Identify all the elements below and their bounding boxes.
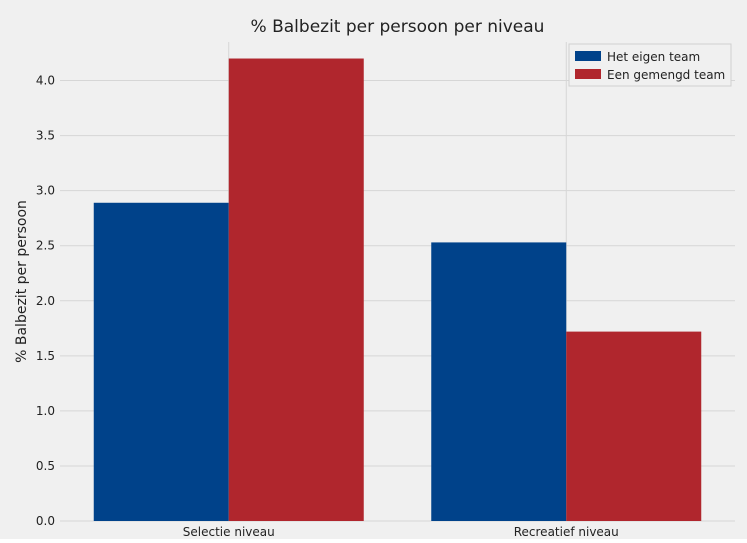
y-tick-label: 0.0 xyxy=(36,514,55,528)
bars xyxy=(93,58,702,522)
y-tick-label: 3.5 xyxy=(36,129,55,143)
chart-title: % Balbezit per persoon per niveau xyxy=(251,17,545,37)
x-axis-ticks: Selectie niveau Recreatief niveau xyxy=(183,525,619,539)
bar-het-eigen-team-recreatief-niveau xyxy=(431,242,567,522)
y-tick-label: 1.5 xyxy=(36,349,55,363)
x-tick-label: Selectie niveau xyxy=(183,525,275,539)
y-axis-label: % Balbezit per persoon xyxy=(14,200,30,363)
legend-label-het-eigen-team: Het eigen team xyxy=(607,50,700,64)
legend-swatch-het-eigen-team xyxy=(575,51,601,61)
y-tick-label: 2.5 xyxy=(36,239,55,253)
y-tick-label: 2.0 xyxy=(36,294,55,308)
y-tick-label: 3.0 xyxy=(36,184,55,198)
bar-een-gemengd-team-selectie-niveau xyxy=(228,58,364,521)
bar-het-eigen-team-selectie-niveau xyxy=(93,202,229,521)
legend: Het eigen team Een gemengd team xyxy=(568,43,732,87)
legend-swatch-een-gemengd-team xyxy=(575,69,601,79)
y-tick-label: 1.0 xyxy=(36,404,55,418)
bar-een-gemengd-team-recreatief-niveau xyxy=(566,331,702,521)
y-tick-label: 4.0 xyxy=(36,74,55,88)
legend-label-een-gemengd-team: Een gemengd team xyxy=(607,68,725,82)
y-tick-label: 0.5 xyxy=(36,459,55,473)
y-axis-ticks: 0.0 0.5 1.0 1.5 2.0 2.5 3.0 3.5 4.0 xyxy=(36,74,55,528)
x-tick-label: Recreatief niveau xyxy=(514,525,619,539)
